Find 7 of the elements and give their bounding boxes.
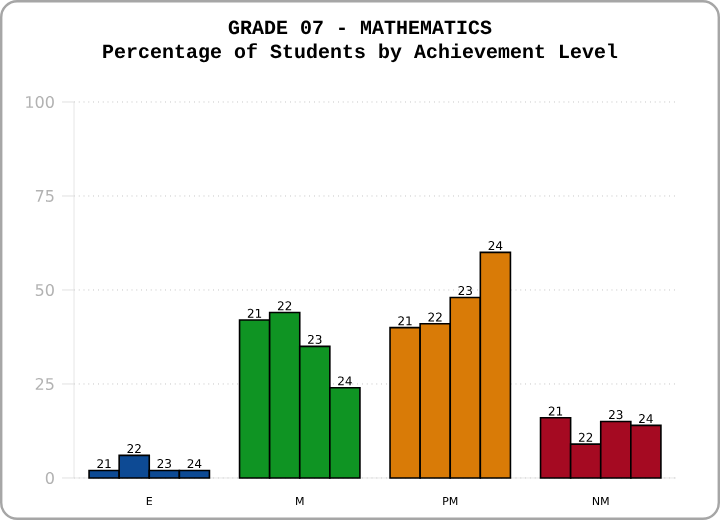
y-tick-label: 75 <box>35 190 54 202</box>
chart-title: GRADE 07 - MATHEMATICS <box>228 20 492 35</box>
y-tick-label: 100 <box>26 95 54 109</box>
y-tick-label: 25 <box>35 377 54 391</box>
chart-subtitle: Percentage of Students by Achievement Level <box>103 43 618 63</box>
y-tick-label: 50 <box>35 283 54 297</box>
y-tick-label: 0 <box>45 471 54 485</box>
